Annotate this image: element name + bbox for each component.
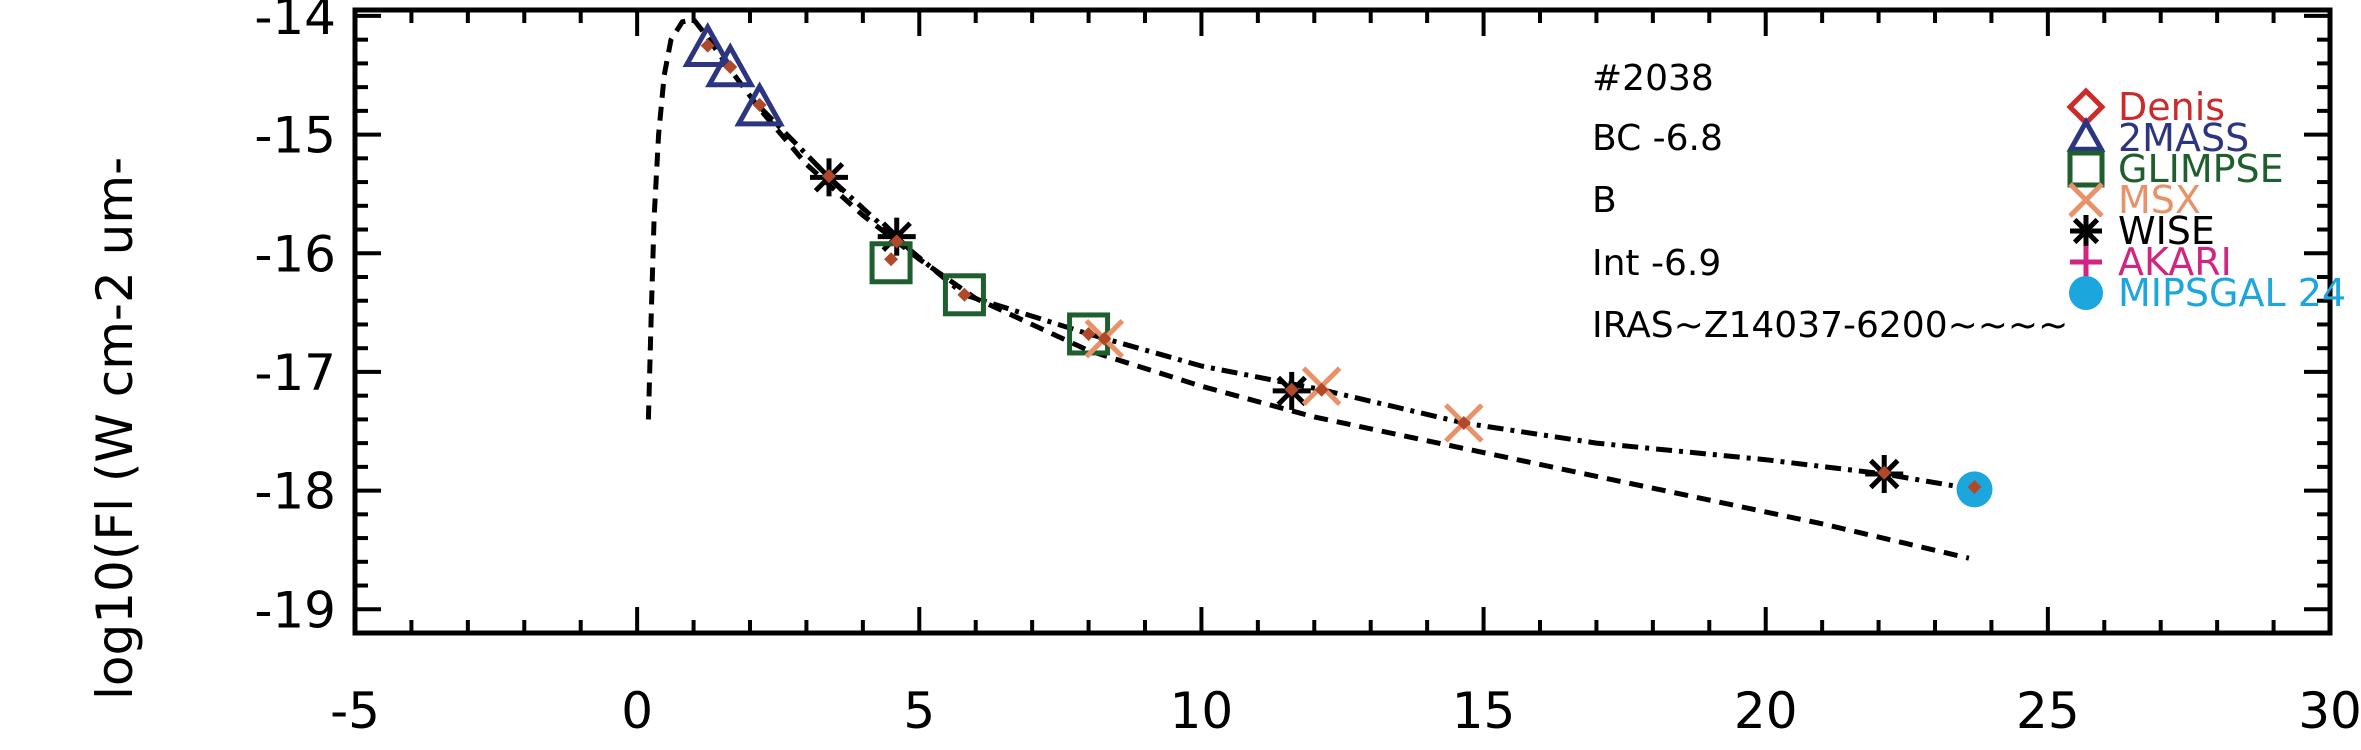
y-tick-label: -17 [254, 344, 336, 402]
legend-label: AKARI [2118, 240, 2232, 284]
model-curves [645, 16, 1975, 561]
data-point-square [869, 241, 913, 285]
marker-square [869, 241, 913, 285]
x-tick-label: 20 [1734, 682, 1798, 740]
plot-frame [352, 7, 2333, 636]
x-tick-label: 10 [1170, 682, 1234, 740]
x-tick-label: 5 [903, 682, 935, 740]
legend-label: GLIMPSE [2118, 147, 2284, 191]
marker-small-diamond [1456, 415, 1471, 430]
data-point-small-diamond [1081, 326, 1096, 341]
x-tick-label: 0 [621, 682, 653, 740]
legend-entry: Denis [2066, 85, 2225, 129]
data-point-small-diamond [822, 169, 836, 184]
marker-triangle [705, 42, 756, 88]
y-tick-label: -16 [254, 225, 336, 283]
marker-asterisk-stroke [2072, 217, 2100, 245]
marker-small-diamond [1284, 382, 1299, 397]
marker-square [2067, 150, 2105, 188]
data-markers [682, 22, 1993, 508]
data-point-small-diamond [1967, 480, 1982, 495]
marker-triangle [734, 81, 785, 127]
data-point-square [942, 273, 986, 317]
legend-label: WISE [2118, 209, 2215, 253]
y-tick-label: -19 [254, 581, 336, 639]
legend-entry: 2MASS [2066, 116, 2249, 160]
marker-small-diamond [1097, 331, 1112, 346]
legend-entry: GLIMPSE [2067, 147, 2284, 191]
data-point-small-diamond [1097, 331, 1112, 346]
legend-entry: WISE [2070, 209, 2215, 253]
legend-label: MSX [2118, 178, 2201, 222]
axis-ticks [353, 10, 2332, 633]
legend-label: Denis [2118, 85, 2225, 129]
tick-labels: -5 0 5 10 15 20 25 30 -14 -15 -16 -17 -18 -19 [254, 0, 2361, 740]
marker-small-diamond [700, 38, 715, 53]
marker-small-diamond [1967, 480, 1982, 495]
marker-triangle [2066, 116, 2106, 152]
x-tick-label: 30 [2298, 682, 2361, 740]
x-tick-label: -5 [330, 682, 380, 740]
legend-label: MIPSGAL 24 [2118, 271, 2346, 315]
y-tick-label: -18 [254, 463, 336, 521]
x-tick-label: 15 [1452, 682, 1516, 740]
marker-small-diamond [1081, 326, 1096, 341]
marker-small-diamond [752, 97, 767, 112]
data-point-triangle [734, 81, 785, 127]
legend-label: 2MASS [2118, 116, 2249, 160]
marker-small-diamond [723, 59, 738, 74]
marker-triangle [682, 22, 733, 68]
x-tick-label: 25 [2016, 682, 2080, 740]
data-point-small-diamond [1314, 382, 1329, 397]
data-point-triangle [705, 42, 756, 88]
data-point-small-diamond [884, 252, 899, 267]
marker-small-diamond [822, 169, 836, 184]
marker-small-diamond [1314, 382, 1329, 397]
data-point-small-diamond [957, 287, 972, 302]
data-point-small-diamond [1877, 465, 1892, 480]
marker-square [942, 273, 986, 317]
data-point-small-diamond [752, 97, 767, 112]
legend-entry: AKARI [2070, 240, 2232, 284]
model-curve-dashed [645, 16, 1970, 561]
legend-entry: MSX [2068, 178, 2201, 222]
y-tick-label: -15 [254, 107, 336, 165]
data-point-small-diamond [1284, 382, 1299, 397]
y-tick-label: -14 [254, 0, 336, 46]
annotation-line-1: #2038 [1592, 58, 1714, 99]
marker-small-diamond [1877, 465, 1892, 480]
annotation-line-2: BC -6.8 [1592, 118, 1723, 159]
annotation-line-5: IRAS~Z14037-6200~~~~ [1592, 305, 2068, 346]
marker-small-diamond [889, 234, 904, 249]
data-point-triangle [682, 22, 733, 68]
annotation-line-3: B [1592, 180, 1617, 221]
data-point-small-diamond [889, 234, 904, 249]
legend-entry: MIPSGAL 24 [2069, 271, 2346, 315]
annotation-block: #2038 BC -6.8 B Int -6.9 IRAS~Z14037-620… [1592, 58, 2068, 346]
data-point-small-diamond [723, 59, 738, 74]
y-axis-title: log10(Fl (W cm-2 um- [86, 157, 144, 700]
data-point-small-diamond [700, 38, 715, 53]
marker-circle [2069, 276, 2103, 310]
marker-small-diamond [884, 252, 899, 267]
marker-small-diamond [957, 287, 972, 302]
marker-x-stroke [2068, 182, 2104, 218]
annotation-line-4: Int -6.9 [1592, 243, 1721, 284]
data-point-small-diamond [1456, 415, 1471, 430]
